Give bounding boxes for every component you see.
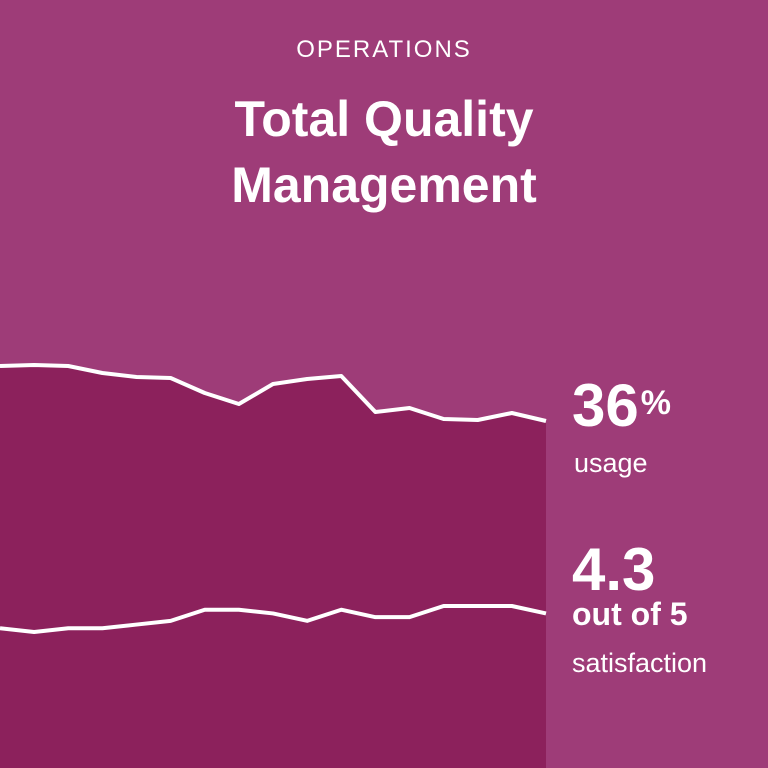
satisfaction-label: satisfaction	[572, 648, 708, 678]
satisfaction-scale: out of 5	[572, 596, 688, 632]
page-title: Total Quality Management	[0, 86, 768, 218]
title-line-2: Management	[231, 157, 537, 213]
title-line-1: Total Quality	[234, 91, 534, 147]
usage-number: 36	[572, 372, 639, 439]
usage-value: 36%	[572, 376, 671, 436]
usage-label: usage	[574, 448, 648, 478]
usage-series-line	[0, 363, 547, 423]
satisfaction-series-line	[0, 604, 547, 634]
section-kicker: OPERATIONS	[296, 36, 472, 63]
satisfaction-value: 4.3	[572, 536, 656, 603]
usage-unit: %	[640, 384, 671, 422]
usage-area-fill	[0, 365, 546, 768]
